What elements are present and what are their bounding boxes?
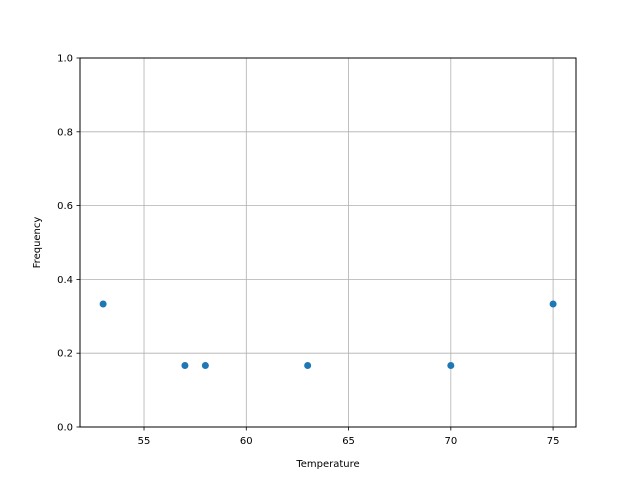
x-tick-label: 70 [444,436,457,447]
x-axis-label: Temperature [295,459,359,470]
data-point [304,361,312,369]
data-point [99,300,107,308]
y-tick-label: 0.0 [57,423,73,434]
axes-frame [79,57,577,428]
y-tick-label: 1.0 [57,54,73,65]
ticks: 55 60 65 70 75 0.0 0.2 0.4 0.6 0.8 1.0 [57,54,559,448]
data-point [181,361,189,369]
x-tick-label: 55 [138,436,151,447]
x-tick-label: 65 [342,436,355,447]
data-point [201,361,209,369]
y-tick-label: 0.8 [57,127,73,138]
points [99,300,557,369]
y-tick-label: 0.4 [57,275,73,286]
data-point [447,361,455,369]
x-tick-label: 60 [240,436,253,447]
y-tick-label: 0.2 [57,349,73,360]
x-tick-label: 75 [547,436,560,447]
data-point [549,300,557,308]
y-axis-label: Frequency [32,217,43,269]
y-tick-label: 0.6 [57,201,73,212]
